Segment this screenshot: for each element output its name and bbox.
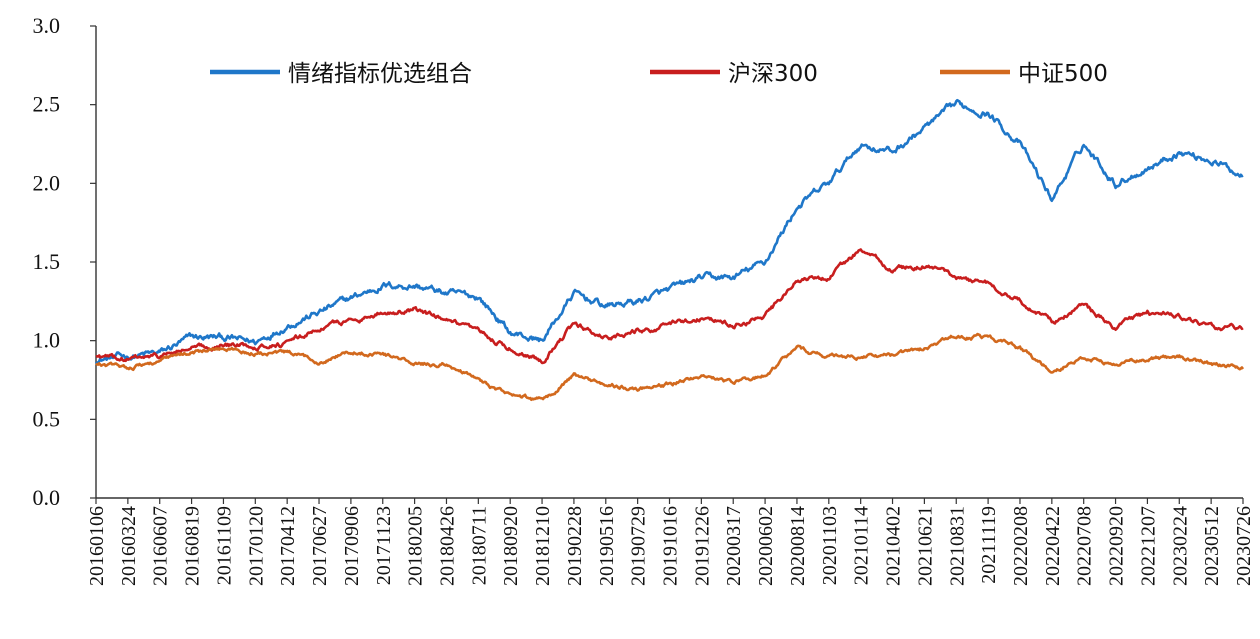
x-tick-label: 20170906 xyxy=(341,506,363,586)
x-tick-label: 20190228 xyxy=(564,506,586,586)
y-tick-label: 0.0 xyxy=(33,485,61,510)
x-tick-label: 20191226 xyxy=(691,506,713,586)
x-tick-label: 20230726 xyxy=(1233,506,1255,586)
series-line-1 xyxy=(94,98,1244,365)
x-tick-label: 20220422 xyxy=(1042,506,1064,586)
x-tick-label: 20200317 xyxy=(723,506,745,586)
x-tick-label: 20180920 xyxy=(500,506,522,586)
x-axis-ticks: 20160106 20160324 20160607 20160819 20161109… xyxy=(86,498,1255,586)
x-tick-label: 20161109 xyxy=(213,506,235,585)
x-tick-label: 20211119 xyxy=(978,506,1000,584)
x-tick-label: 20180711 xyxy=(468,506,490,585)
series-line-3 xyxy=(95,332,1245,402)
x-tick-label: 20160324 xyxy=(118,506,140,586)
x-tick-label: 20210114 xyxy=(851,506,873,585)
legend-label: 情绪指标优选组合 xyxy=(288,61,472,87)
x-tick-label: 20210621 xyxy=(914,506,936,586)
x-tick-label: 20201103 xyxy=(819,506,841,585)
y-tick-label: 3.0 xyxy=(33,13,61,38)
y-tick-label: 1.0 xyxy=(33,328,61,353)
series-lines xyxy=(94,98,1245,402)
y-tick-label: 2.5 xyxy=(33,92,61,117)
x-tick-label: 20180426 xyxy=(436,506,458,586)
x-tick-label: 20190729 xyxy=(628,506,650,586)
series-line-2 xyxy=(95,248,1244,365)
x-tick-label: 20230512 xyxy=(1201,506,1223,586)
x-tick-label: 20190516 xyxy=(596,506,618,586)
x-tick-label: 20210831 xyxy=(946,506,968,586)
x-tick-label: 20181210 xyxy=(532,506,554,586)
y-tick-label: 1.5 xyxy=(33,249,61,274)
legend-label: 中证500 xyxy=(1018,61,1108,87)
x-tick-label: 20200814 xyxy=(787,506,809,586)
x-tick-label: 20191016 xyxy=(660,506,682,586)
x-tick-label: 20230224 xyxy=(1169,506,1191,586)
x-tick-label: 20180205 xyxy=(405,506,427,586)
x-tick-label: 20170120 xyxy=(245,506,267,586)
x-tick-label: 20220708 xyxy=(1074,506,1096,586)
x-tick-label: 20220208 xyxy=(1010,506,1032,586)
legend: 情绪指标优选组合 沪深300 中证500 xyxy=(210,61,1108,87)
x-tick-label: 20160106 xyxy=(86,506,108,586)
x-tick-label: 20221207 xyxy=(1137,506,1159,586)
y-tick-label: 2.0 xyxy=(33,170,61,195)
y-axis-ticks: 0.0 0.5 1.0 1.5 2.0 2.5 3.0 xyxy=(33,13,96,510)
x-tick-label: 20160819 xyxy=(182,506,204,586)
x-tick-label: 20170627 xyxy=(309,506,331,586)
y-tick-label: 0.5 xyxy=(33,406,61,431)
x-tick-label: 20200602 xyxy=(755,506,777,586)
x-tick-label: 20160607 xyxy=(150,506,172,586)
x-tick-label: 20210402 xyxy=(883,506,905,586)
axes xyxy=(95,26,1243,499)
x-tick-label: 20170412 xyxy=(277,506,299,586)
x-tick-label: 20171123 xyxy=(373,506,395,585)
legend-label: 沪深300 xyxy=(728,61,818,87)
x-tick-label: 20220920 xyxy=(1106,506,1128,586)
